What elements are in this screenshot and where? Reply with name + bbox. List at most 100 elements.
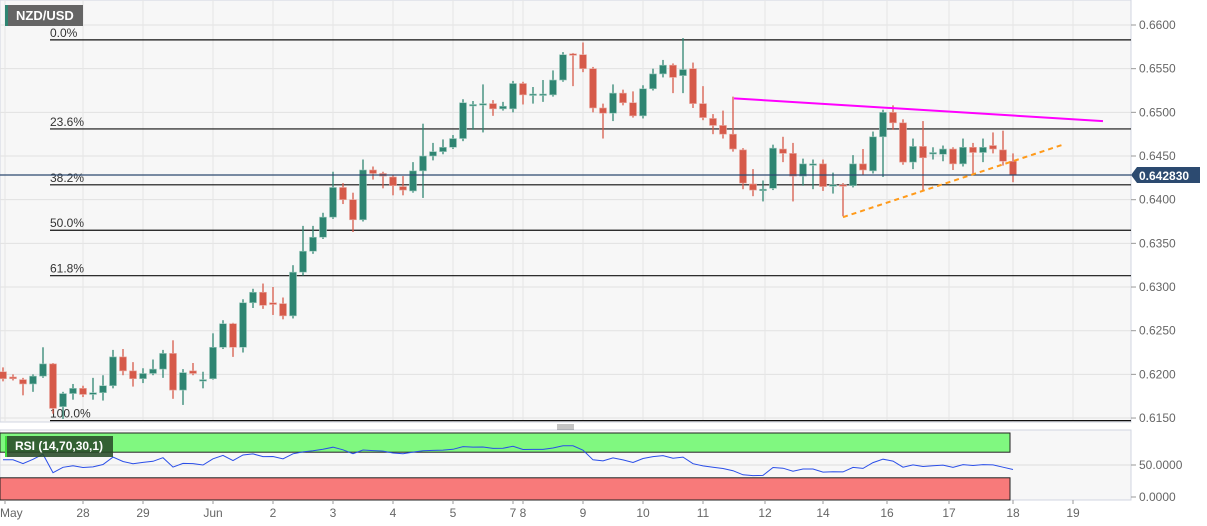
bullish-candle [359,169,367,221]
rsi-overbought-zone [0,432,1011,453]
x-tick-label: 7 [510,506,517,520]
x-tick-label: Jun [203,506,222,520]
bearish-candle [129,370,137,380]
bearish-candle [839,184,847,187]
bearish-candle [729,133,737,150]
fibonacci-level-label: 23.6% [50,115,84,129]
x-tick-label: 4 [390,506,397,520]
bearish-candle [969,146,977,153]
bearish-candle [119,356,127,372]
x-tick-label: 10 [636,506,650,520]
bearish-candle [489,103,497,110]
bearish-candle [719,125,727,135]
bearish-candle [229,323,237,348]
bearish-candle [709,118,717,126]
support-trendline [842,143,1064,219]
bullish-candle [449,138,457,148]
symbol-badge: NZD/USD [5,5,83,26]
y-tick-label: 0.6500 [1139,105,1176,119]
y-tick-label: 0.6550 [1139,62,1176,76]
bearish-candle [49,363,57,409]
x-tick-label: 8 [520,506,527,520]
bullish-candle [179,372,187,391]
y-tick-label: 0.6250 [1139,324,1176,338]
x-tick-label: May [0,506,23,520]
y-tick-label: 0.6400 [1139,193,1176,207]
rsi-indicator-badge[interactable]: RSI (14,70,30,1) [5,436,113,457]
x-tick-label: 16 [880,506,894,520]
bullish-candle [329,187,337,218]
bullish-candle [479,103,487,106]
bullish-candle [549,79,557,96]
bullish-candle [509,83,517,110]
bullish-candle [219,323,227,348]
fibonacci-level-label: 38.2% [50,171,84,185]
bullish-candle [159,353,167,370]
bullish-candle [929,152,937,155]
bearish-candle [569,53,577,56]
bearish-candle [919,146,927,159]
bullish-candle [29,375,37,385]
bearish-candle [789,153,797,177]
bearish-candle [619,92,627,104]
x-tick-label: 3 [330,506,337,520]
bullish-candle [419,155,427,172]
bullish-candle [979,146,987,153]
bullish-candle [409,170,417,192]
x-tick-label: 19 [1066,506,1080,520]
bullish-candle [89,392,97,395]
bearish-candle [19,379,27,385]
bullish-candle [59,393,67,407]
bearish-candle [859,163,867,171]
bearish-candle [749,183,757,191]
fibonacci-level-label: 50.0% [50,216,84,230]
bearish-candle [349,199,357,221]
bullish-candle [829,184,837,187]
bearish-candle [889,112,897,124]
bullish-candle [39,363,47,377]
rsi-oversold-zone [0,477,1011,501]
bullish-candle [249,291,257,304]
x-tick-label: 9 [580,506,587,520]
bearish-candle [779,148,787,154]
bearish-candle [399,186,407,191]
resistance-trendline [733,97,1104,123]
rsi-indicator-label: RSI (14,70,30,1) [15,439,104,453]
bearish-candle [579,54,587,69]
bullish-candle [659,64,667,75]
bullish-candle [639,88,647,117]
bullish-candle [649,73,657,90]
bearish-candle [189,370,197,374]
fibonacci-level-label: 100.0% [50,407,91,421]
bullish-candle [289,271,297,317]
bearish-candle [369,169,377,174]
bearish-candle [389,176,397,187]
rsi-tick-label: 50.0000 [1139,458,1183,472]
bearish-candle [989,145,997,150]
bullish-candle [209,346,217,380]
bullish-candle [799,163,807,177]
symbol-label: NZD/USD [16,8,74,23]
y-tick-label: 0.6150 [1139,411,1176,425]
bearish-candle [999,149,1007,162]
bearish-candle [629,102,637,117]
x-tick-label: 2 [270,506,277,520]
bearish-candle [279,303,287,317]
bullish-candle [909,146,917,163]
fibonacci-level-label: 61.8% [50,262,84,276]
bearish-candle [259,291,267,306]
y-tick-label: 0.6300 [1139,280,1176,294]
rsi-tick-label: 0.0000 [1139,490,1176,504]
bearish-candle [589,68,597,109]
x-tick-label: 14 [816,506,830,520]
bearish-candle [899,122,907,163]
y-tick-label: 0.6450 [1139,149,1176,163]
bullish-candle [149,368,157,374]
bearish-candle [689,68,697,104]
panel-resize-handle[interactable] [557,424,574,430]
x-tick-label: 11 [697,506,710,520]
x-tick-label: 17 [942,506,956,520]
bullish-candle [239,302,247,348]
bearish-candle [669,64,677,78]
